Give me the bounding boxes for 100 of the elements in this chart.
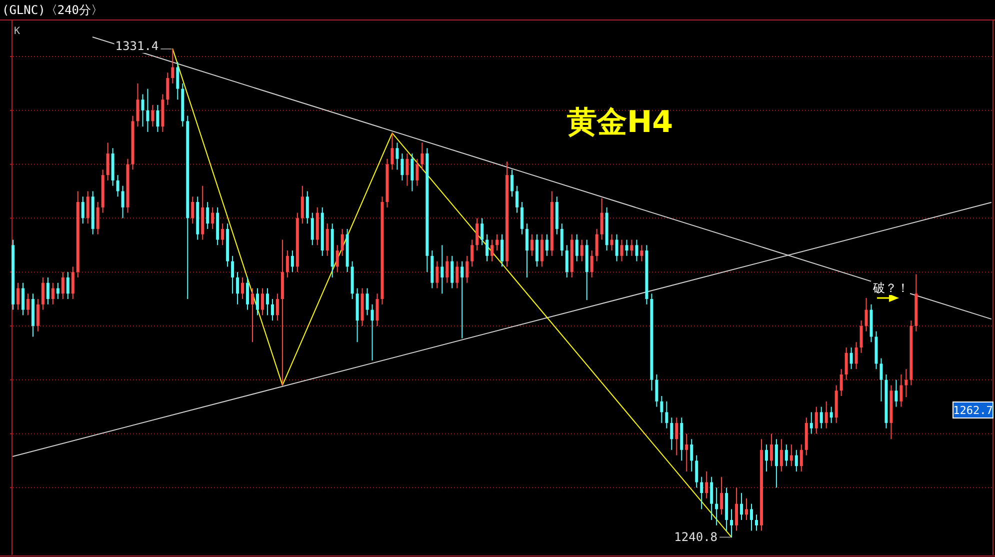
candlestick	[595, 228, 598, 262]
candlestick	[525, 223, 528, 278]
candlestick	[530, 234, 534, 256]
candlestick	[695, 454, 698, 488]
candlestick	[850, 347, 853, 370]
candlestick	[784, 444, 788, 467]
candlestick	[440, 244, 444, 294]
candlestick	[290, 250, 294, 273]
candlestick	[640, 244, 644, 262]
candlestick	[21, 282, 24, 316]
candlestick	[745, 498, 748, 520]
candlestick	[176, 61, 180, 100]
candlestick	[310, 212, 314, 246]
candlestick	[635, 239, 638, 262]
candlestick	[860, 320, 863, 354]
candlestick	[685, 433, 688, 472]
candlestick	[71, 266, 74, 300]
candlestick	[136, 82, 140, 128]
candlestick	[665, 400, 668, 429]
candlestick	[286, 250, 289, 278]
candlestick	[535, 234, 538, 268]
candlestick	[366, 288, 369, 316]
candlestick	[675, 417, 678, 456]
candlestick	[470, 239, 474, 268]
candlestick	[670, 417, 674, 450]
candlestick	[166, 72, 170, 106]
candlestick	[340, 228, 344, 256]
candlestick	[476, 218, 479, 252]
candlestick	[151, 104, 154, 128]
candlestick	[266, 288, 269, 316]
annotation: 1331.4	[115, 38, 159, 53]
candlestick	[730, 508, 734, 538]
candlestick	[615, 234, 618, 262]
candlestick	[466, 255, 469, 284]
candlestick	[864, 297, 868, 332]
candlestick	[820, 406, 823, 429]
candlestick	[810, 412, 813, 434]
candlestick	[446, 255, 449, 284]
candlestick	[116, 174, 120, 198]
candlestick	[720, 476, 724, 516]
candlestick	[26, 293, 30, 316]
candlestick	[206, 202, 210, 230]
candlestick	[96, 202, 100, 235]
candlestick	[560, 223, 564, 256]
candlestick	[770, 433, 773, 467]
candlestick	[211, 206, 214, 230]
candlestick	[236, 272, 240, 305]
candlestick	[900, 374, 903, 408]
candlestick	[46, 276, 50, 305]
candlestick	[121, 185, 124, 219]
candlestick	[390, 132, 394, 170]
candlestick	[854, 342, 858, 370]
candlestick	[780, 438, 783, 472]
candlestick	[790, 444, 793, 467]
candlestick	[894, 379, 898, 408]
candlestick	[51, 282, 54, 305]
candlestick	[456, 260, 459, 289]
candlestick	[655, 374, 658, 408]
candlestick	[510, 169, 514, 198]
candlestick	[690, 438, 694, 472]
candlestick	[370, 304, 374, 361]
candlestick	[41, 276, 44, 310]
candlestick	[486, 234, 489, 262]
candlestick	[246, 276, 250, 310]
candlestick	[251, 288, 254, 343]
candlestick	[705, 470, 708, 499]
candlestick	[754, 514, 758, 532]
candlestick	[171, 48, 174, 84]
candlestick	[844, 347, 848, 380]
candlestick	[396, 142, 399, 170]
candlestick	[260, 288, 264, 316]
candlestick	[61, 272, 64, 300]
candlestick	[794, 449, 798, 472]
candlestick	[660, 396, 664, 424]
annotation: 破？！	[872, 281, 909, 295]
candlestick	[326, 223, 329, 256]
text: 黄金H4	[567, 105, 673, 140]
candlestick	[540, 234, 544, 268]
candlestick	[156, 104, 160, 132]
candlestick	[191, 196, 194, 224]
candlestick	[565, 244, 568, 278]
candlestick	[600, 198, 604, 240]
candlestick	[231, 255, 234, 294]
candlestick	[496, 234, 499, 252]
candlestick	[575, 234, 578, 262]
candlestick	[904, 368, 908, 398]
candlestick	[630, 239, 634, 256]
annotation: K	[14, 26, 20, 37]
candlestick	[515, 185, 518, 214]
candlestick	[764, 444, 768, 472]
candlestick	[814, 406, 818, 434]
candlestick	[580, 239, 584, 262]
candlestick	[625, 239, 628, 256]
candlestick	[410, 153, 414, 192]
candlestick	[336, 244, 339, 273]
candlestick	[16, 282, 20, 310]
candlestick	[400, 153, 404, 181]
chart-title: (GLNC)〈240分〉	[2, 3, 104, 17]
candlestick	[480, 218, 484, 246]
candlestick	[750, 503, 753, 532]
